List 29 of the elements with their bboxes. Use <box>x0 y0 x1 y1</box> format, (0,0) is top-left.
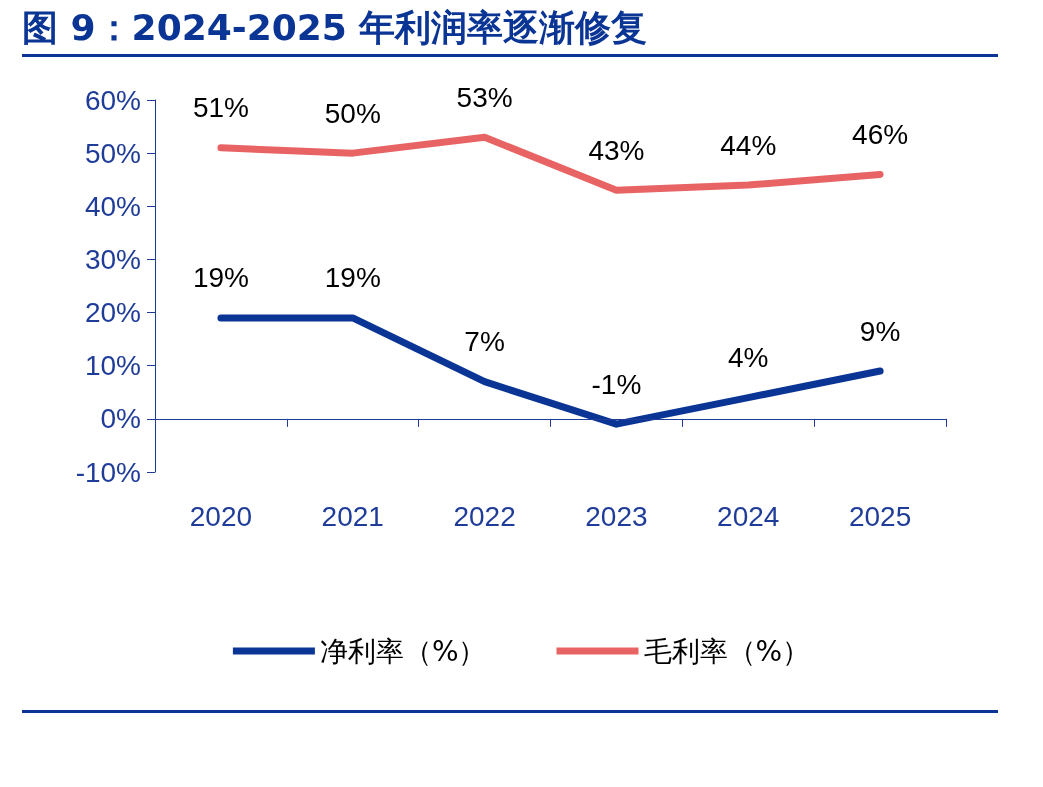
y-tick-label: 30% <box>84 243 141 275</box>
data-label: 51% <box>192 92 249 124</box>
data-label: 46% <box>852 118 909 150</box>
data-label: 9% <box>859 315 901 347</box>
chart-title: 图 9：2024-2025 年利润率逐渐修复 <box>22 6 648 50</box>
data-label: 19% <box>192 262 249 294</box>
data-label: 7% <box>464 326 505 358</box>
data-label: 44% <box>720 129 777 161</box>
x-tick-label: 2022 <box>453 500 516 532</box>
y-tick-label: 20% <box>84 297 141 329</box>
data-label: -1% <box>591 368 642 400</box>
y-tick-label: -10% <box>75 456 141 488</box>
data-label: 19% <box>324 262 381 294</box>
x-tick-label: 2025 <box>848 500 912 532</box>
y-tick-label: 40% <box>84 190 141 222</box>
y-tick-label: 10% <box>84 350 141 382</box>
x-tick-label: 2020 <box>189 500 253 532</box>
legend-label: 毛利率（%） <box>643 634 811 668</box>
data-label: 4% <box>728 342 769 374</box>
y-tick-label: 50% <box>84 137 141 169</box>
y-tick-label: 60% <box>84 84 141 116</box>
data-label: 53% <box>456 81 513 113</box>
x-tick-label: 2024 <box>717 500 780 532</box>
x-tick-label: 2023 <box>585 500 648 532</box>
legend-label: 净利率（%） <box>319 634 487 668</box>
y-tick-label: 0% <box>100 403 141 435</box>
x-tick-label: 2021 <box>321 500 384 532</box>
data-label: 43% <box>588 134 645 166</box>
data-label: 50% <box>324 97 381 129</box>
